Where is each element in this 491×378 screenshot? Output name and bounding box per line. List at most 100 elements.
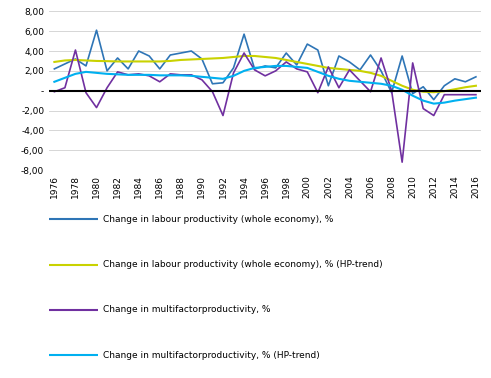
Change in labour productivity (whole economy), % (HP-trend) bbox=[273, 56, 278, 60]
Change in labour productivity (whole economy), % bbox=[199, 57, 205, 61]
Change in multifactorproductivity, % (HP-trend) bbox=[252, 66, 258, 70]
Change in labour productivity (whole economy), % (HP-trend) bbox=[125, 59, 131, 64]
Change in labour productivity (whole economy), % (HP-trend) bbox=[463, 85, 468, 90]
Change in multifactorproductivity, % (HP-trend) bbox=[463, 97, 468, 101]
Change in labour productivity (whole economy), % bbox=[125, 67, 131, 71]
Change in multifactorproductivity, % bbox=[473, 93, 479, 97]
Change in labour productivity (whole economy), % bbox=[178, 51, 184, 55]
Change in multifactorproductivity, % bbox=[336, 85, 342, 90]
Change in multifactorproductivity, % bbox=[146, 74, 152, 78]
Change in labour productivity (whole economy), % bbox=[294, 63, 300, 67]
Change in labour productivity (whole economy), % bbox=[326, 84, 331, 88]
Change in labour productivity (whole economy), % (HP-trend) bbox=[262, 55, 268, 59]
Line: Change in labour productivity (whole economy), % (HP-trend): Change in labour productivity (whole eco… bbox=[55, 56, 476, 92]
Change in multifactorproductivity, % (HP-trend) bbox=[231, 74, 237, 78]
Change in multifactorproductivity, % (HP-trend) bbox=[399, 87, 405, 92]
Change in multifactorproductivity, % bbox=[326, 65, 331, 69]
Change in multifactorproductivity, % (HP-trend) bbox=[178, 73, 184, 77]
Change in labour productivity (whole economy), % bbox=[94, 28, 100, 33]
Change in multifactorproductivity, % bbox=[252, 68, 258, 72]
Change in multifactorproductivity, % bbox=[73, 48, 79, 52]
Change in labour productivity (whole economy), % (HP-trend) bbox=[178, 58, 184, 62]
Change in labour productivity (whole economy), % bbox=[409, 91, 415, 96]
Change in multifactorproductivity, % (HP-trend) bbox=[136, 73, 141, 77]
Change in multifactorproductivity, % (HP-trend) bbox=[157, 73, 163, 77]
Change in labour productivity (whole economy), % (HP-trend) bbox=[104, 59, 110, 64]
Change in multifactorproductivity, % bbox=[347, 68, 353, 72]
Text: Change in multifactorproductivity, % (HP-trend): Change in multifactorproductivity, % (HP… bbox=[103, 351, 320, 360]
Change in multifactorproductivity, % (HP-trend) bbox=[357, 79, 363, 84]
Change in labour productivity (whole economy), % (HP-trend) bbox=[304, 62, 310, 66]
Change in labour productivity (whole economy), % (HP-trend) bbox=[409, 87, 415, 92]
Change in multifactorproductivity, % bbox=[210, 90, 216, 94]
Change in labour productivity (whole economy), % bbox=[231, 66, 237, 70]
Change in multifactorproductivity, % bbox=[315, 90, 321, 95]
Change in multifactorproductivity, % (HP-trend) bbox=[368, 81, 374, 85]
Change in labour productivity (whole economy), % (HP-trend) bbox=[73, 58, 79, 62]
Change in multifactorproductivity, % (HP-trend) bbox=[389, 84, 395, 88]
Change in multifactorproductivity, % (HP-trend) bbox=[146, 73, 152, 77]
Change in multifactorproductivity, % bbox=[189, 73, 194, 77]
Change in multifactorproductivity, % bbox=[52, 90, 57, 94]
Change in labour productivity (whole economy), % bbox=[241, 32, 247, 36]
Change in multifactorproductivity, % bbox=[389, 88, 395, 93]
Change in multifactorproductivity, % bbox=[378, 56, 384, 60]
Change in labour productivity (whole economy), % (HP-trend) bbox=[62, 58, 68, 63]
Change in multifactorproductivity, % (HP-trend) bbox=[294, 65, 300, 69]
Change in multifactorproductivity, % bbox=[178, 73, 184, 77]
Change in labour productivity (whole economy), % bbox=[315, 48, 321, 52]
Change in labour productivity (whole economy), % bbox=[452, 77, 458, 81]
Change in labour productivity (whole economy), % bbox=[167, 53, 173, 57]
Change in multifactorproductivity, % (HP-trend) bbox=[304, 66, 310, 70]
Change in labour productivity (whole economy), % (HP-trend) bbox=[199, 57, 205, 61]
Change in multifactorproductivity, % bbox=[94, 105, 100, 110]
Change in labour productivity (whole economy), % (HP-trend) bbox=[315, 64, 321, 68]
Change in labour productivity (whole economy), % (HP-trend) bbox=[115, 59, 121, 64]
Change in multifactorproductivity, % bbox=[409, 61, 415, 65]
Change in multifactorproductivity, % (HP-trend) bbox=[452, 98, 458, 103]
Change in labour productivity (whole economy), % (HP-trend) bbox=[231, 55, 237, 59]
Change in labour productivity (whole economy), % (HP-trend) bbox=[389, 79, 395, 83]
Line: Change in multifactorproductivity, %: Change in multifactorproductivity, % bbox=[55, 50, 476, 162]
Change in multifactorproductivity, % bbox=[199, 77, 205, 82]
Change in multifactorproductivity, % (HP-trend) bbox=[199, 74, 205, 79]
Change in multifactorproductivity, % bbox=[463, 93, 468, 97]
Change in multifactorproductivity, % (HP-trend) bbox=[94, 71, 100, 75]
Change in labour productivity (whole economy), % (HP-trend) bbox=[420, 90, 426, 94]
Change in multifactorproductivity, % (HP-trend) bbox=[210, 76, 216, 80]
Change in labour productivity (whole economy), % bbox=[210, 82, 216, 86]
Change in labour productivity (whole economy), % (HP-trend) bbox=[220, 56, 226, 60]
Change in labour productivity (whole economy), % (HP-trend) bbox=[431, 90, 436, 94]
Change in multifactorproductivity, % (HP-trend) bbox=[52, 79, 57, 84]
Change in multifactorproductivity, % (HP-trend) bbox=[336, 77, 342, 81]
Change in labour productivity (whole economy), % bbox=[252, 67, 258, 71]
Change in multifactorproductivity, % bbox=[241, 51, 247, 55]
Change in multifactorproductivity, % bbox=[262, 74, 268, 78]
Change in multifactorproductivity, % (HP-trend) bbox=[167, 73, 173, 77]
Change in multifactorproductivity, % (HP-trend) bbox=[104, 71, 110, 76]
Change in labour productivity (whole economy), % bbox=[62, 62, 68, 66]
Change in labour productivity (whole economy), % bbox=[104, 69, 110, 73]
Change in labour productivity (whole economy), % (HP-trend) bbox=[399, 84, 405, 88]
Change in labour productivity (whole economy), % (HP-trend) bbox=[452, 87, 458, 91]
Change in multifactorproductivity, % (HP-trend) bbox=[315, 70, 321, 74]
Change in multifactorproductivity, % bbox=[231, 71, 237, 75]
Change in labour productivity (whole economy), % (HP-trend) bbox=[347, 68, 353, 72]
Change in multifactorproductivity, % (HP-trend) bbox=[125, 73, 131, 77]
Change in multifactorproductivity, % bbox=[420, 106, 426, 111]
Change in multifactorproductivity, % (HP-trend) bbox=[262, 65, 268, 69]
Change in multifactorproductivity, % (HP-trend) bbox=[115, 72, 121, 77]
Change in multifactorproductivity, % bbox=[157, 79, 163, 84]
Change in labour productivity (whole economy), % bbox=[146, 54, 152, 58]
Change in labour productivity (whole economy), % bbox=[336, 54, 342, 58]
Change in labour productivity (whole economy), % bbox=[283, 51, 289, 55]
Change in multifactorproductivity, % bbox=[368, 90, 374, 94]
Change in multifactorproductivity, % bbox=[441, 93, 447, 97]
Change in labour productivity (whole economy), % (HP-trend) bbox=[241, 54, 247, 58]
Change in labour productivity (whole economy), % bbox=[83, 64, 89, 68]
Change in multifactorproductivity, % (HP-trend) bbox=[62, 76, 68, 80]
Change in multifactorproductivity, % bbox=[125, 73, 131, 77]
Change in labour productivity (whole economy), % (HP-trend) bbox=[252, 54, 258, 58]
Change in multifactorproductivity, % (HP-trend) bbox=[273, 64, 278, 68]
Change in labour productivity (whole economy), % (HP-trend) bbox=[189, 57, 194, 62]
